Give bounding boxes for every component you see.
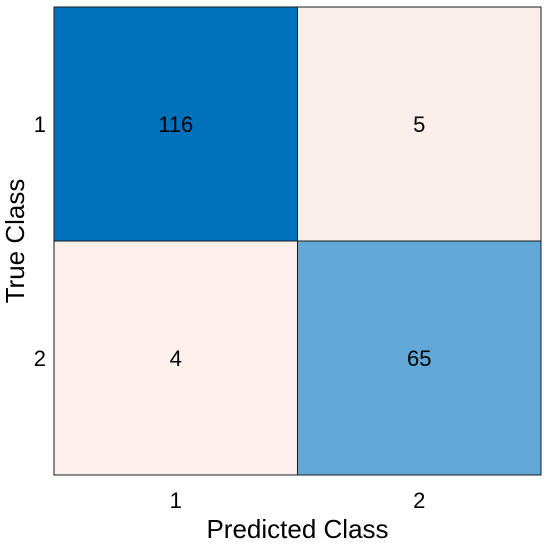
heatmap-cell-2-2 (297, 240, 542, 476)
cell-value-label-1-1: 116 (158, 112, 193, 137)
cell-value-label-1-2: 5 (413, 112, 425, 137)
x-axis-label: Predicted Class (206, 514, 388, 544)
heatmap-cell-1-1 (53, 6, 298, 242)
plot-border (53, 6, 542, 476)
x-tick-label-2: 2 (413, 488, 425, 513)
cell-value-label-2-1: 4 (170, 346, 182, 371)
cell-value-labels: 116 5 4 65 (158, 112, 431, 371)
y-tick-labels: 12 (34, 112, 46, 371)
heatmap-cells (53, 6, 542, 476)
y-tick-label-2: 2 (34, 346, 46, 371)
x-tick-label-1: 1 (170, 488, 182, 513)
heatmap-cell-2-1 (53, 240, 298, 476)
cell-value-label-2-2: 65 (407, 346, 431, 371)
y-tick-label-1: 1 (34, 112, 46, 137)
heatmap-cell-1-2 (297, 6, 542, 242)
y-axis-label: True Class (0, 179, 30, 304)
